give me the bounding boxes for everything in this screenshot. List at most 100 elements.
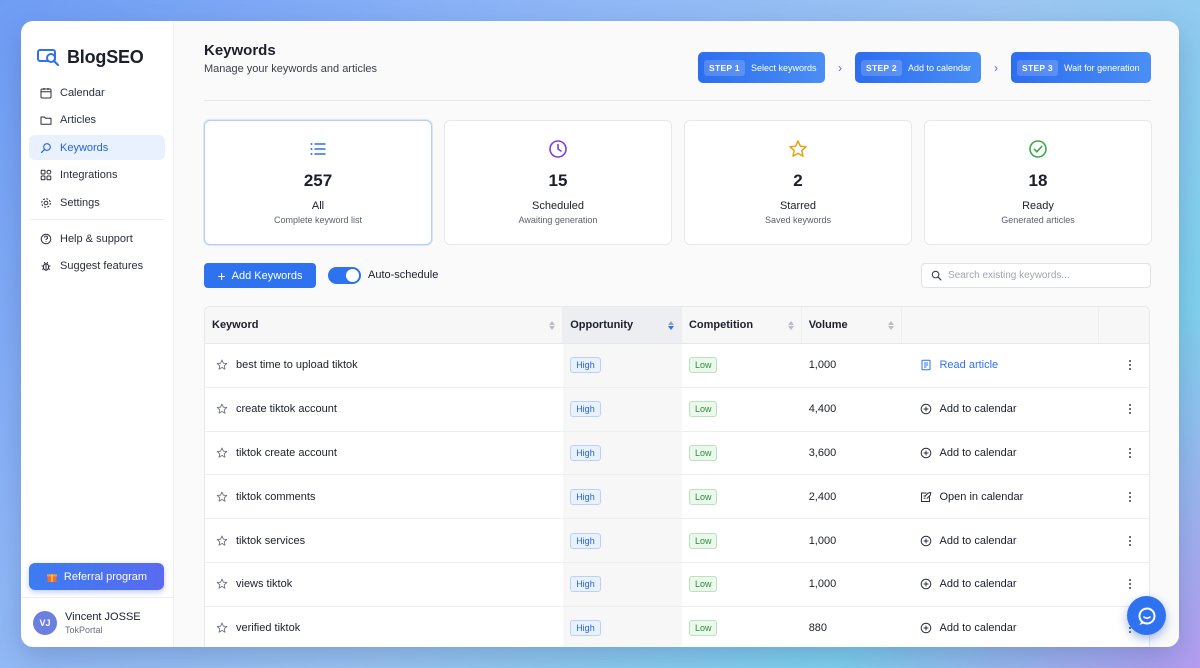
star-icon[interactable] xyxy=(216,535,228,547)
table-row[interactable]: views tiktok High Low 1,000 Add to calendar xyxy=(205,562,1149,607)
sidebar-item-label: Help & support xyxy=(60,232,133,245)
card-label: Ready xyxy=(1022,200,1054,212)
sort-icon xyxy=(887,320,894,330)
row-menu-button[interactable] xyxy=(1099,475,1149,518)
table-row[interactable]: best time to upload tiktok High Low 1,000 Re… xyxy=(205,344,1149,388)
star-icon[interactable] xyxy=(216,403,228,415)
sidebar-item-calendar[interactable]: Calendar xyxy=(29,80,165,105)
action-cell: Read article xyxy=(901,344,1099,387)
competition-badge: Low xyxy=(688,620,718,637)
sidebar-item-label: Integrations xyxy=(60,169,118,182)
star-icon[interactable] xyxy=(216,447,228,459)
referral-program-button[interactable]: Referral program xyxy=(29,563,164,590)
sidebar-item-settings[interactable]: Settings xyxy=(29,190,165,215)
row-menu-button[interactable] xyxy=(1099,519,1149,562)
more-vertical-icon xyxy=(1128,579,1131,590)
search-input[interactable] xyxy=(948,270,1138,281)
column-header-keyword[interactable]: Keyword xyxy=(205,307,564,343)
table-row[interactable]: tiktok comments High Low 2,400 Open in calen… xyxy=(205,475,1149,520)
volume-cell: 4,400 xyxy=(808,403,837,416)
card-all[interactable]: 257 All Complete keyword list xyxy=(204,120,432,245)
opportunity-badge: High xyxy=(570,401,601,418)
keyword-text: tiktok create account xyxy=(236,446,337,459)
opportunity-badge: High xyxy=(570,620,601,637)
competition-badge: Low xyxy=(688,401,718,418)
opportunity-cell: High xyxy=(563,606,682,647)
open-in-calendar-button[interactable]: Open in calendar xyxy=(908,491,1023,503)
star-icon[interactable] xyxy=(216,359,228,371)
steps-indicator: STEP 1 Select keywords › STEP 2 Add to c… xyxy=(698,52,1151,83)
logo[interactable]: BlogSEO xyxy=(21,21,173,76)
opportunity-cell: High xyxy=(563,562,682,606)
column-header-action xyxy=(902,307,1100,343)
step-2[interactable]: STEP 2 Add to calendar xyxy=(855,52,981,83)
star-icon[interactable] xyxy=(216,491,228,503)
action-cell: Add to calendar xyxy=(901,563,1099,606)
add-to-calendar-button[interactable]: Add to calendar xyxy=(908,403,1017,415)
chat-button[interactable] xyxy=(1127,596,1166,635)
add-to-calendar-button[interactable]: Add to calendar xyxy=(908,578,1017,590)
add-to-calendar-button[interactable]: Add to calendar xyxy=(908,534,1017,547)
table-row[interactable]: verified tiktok High Low 880 Add to calendar xyxy=(205,606,1149,647)
auto-schedule-label: Auto-schedule xyxy=(368,269,439,281)
chevron-right-icon: › xyxy=(838,60,842,75)
sort-icon xyxy=(787,320,794,330)
gear-icon xyxy=(41,198,51,208)
column-header-competition[interactable]: Competition xyxy=(682,307,802,343)
sidebar-item-help[interactable]: Help & support xyxy=(29,226,165,251)
add-keywords-button[interactable]: + Add Keywords xyxy=(204,263,316,288)
add-to-calendar-button[interactable]: Add to calendar xyxy=(908,622,1017,634)
auto-schedule-toggle[interactable] xyxy=(328,267,361,284)
action-cell: Add to calendar xyxy=(901,432,1099,475)
table-header: Keyword Opportunity Competition Volume xyxy=(205,307,1149,344)
sidebar-item-keywords[interactable]: Keywords xyxy=(29,135,165,161)
competition-badge: Low xyxy=(688,444,718,461)
add-to-calendar-button[interactable]: Add to calendar xyxy=(908,447,1017,459)
check-circle-icon xyxy=(1029,140,1047,158)
sidebar-item-label: Calendar xyxy=(60,86,105,99)
table-row[interactable]: create tiktok account High Low 4,400 Add to … xyxy=(205,387,1149,432)
column-header-volume[interactable]: Volume xyxy=(802,307,902,343)
sidebar-item-integrations[interactable]: Integrations xyxy=(29,163,165,188)
sidebar-item-suggest[interactable]: Suggest features xyxy=(29,254,165,279)
volume-cell: 1,000 xyxy=(808,578,837,591)
row-menu-button[interactable] xyxy=(1099,432,1149,475)
keyword-search xyxy=(921,263,1151,288)
keyword-text: create tiktok account xyxy=(236,403,337,416)
card-label: Starred xyxy=(779,200,817,212)
competition-cell: Low xyxy=(682,519,802,562)
bug-icon xyxy=(41,262,51,272)
table-row[interactable]: tiktok services High Low 1,000 Add to calend… xyxy=(205,519,1149,563)
opportunity-cell: High xyxy=(563,475,682,519)
step-3[interactable]: STEP 3 Wait for generation xyxy=(1011,52,1151,83)
keyword-cell: best time to upload tiktok xyxy=(205,344,563,387)
opportunity-badge: High xyxy=(570,576,601,593)
table-row[interactable]: tiktok create account High Low 3,600 Add to … xyxy=(205,431,1149,476)
card-scheduled[interactable]: 15 Scheduled Awaiting generation xyxy=(444,120,672,245)
sort-icon xyxy=(667,320,674,330)
column-label: Keyword xyxy=(212,319,259,331)
main-content: Keywords Manage your keywords and articl… xyxy=(174,21,1179,647)
star-icon[interactable] xyxy=(216,622,228,634)
action-label: Add to calendar xyxy=(939,534,1017,547)
action-cell: Open in calendar xyxy=(901,475,1099,518)
row-menu-button[interactable] xyxy=(1099,344,1149,387)
competition-cell: Low xyxy=(682,388,802,431)
star-icon[interactable] xyxy=(216,578,228,590)
step-1[interactable]: STEP 1 Select keywords xyxy=(698,52,825,83)
keyword-text: best time to upload tiktok xyxy=(236,359,358,372)
card-ready[interactable]: 18 Ready Generated articles xyxy=(924,120,1152,245)
column-header-opportunity[interactable]: Opportunity xyxy=(563,307,682,343)
competition-cell: Low xyxy=(682,432,802,475)
card-starred[interactable]: 2 Starred Saved keywords xyxy=(684,120,912,245)
competition-badge: Low xyxy=(688,488,718,505)
sidebar-item-articles[interactable]: Articles xyxy=(29,108,165,133)
competition-cell: Low xyxy=(682,607,802,647)
user-profile[interactable]: VJ Vincent JOSSE TokPortal xyxy=(21,597,174,647)
row-menu-button[interactable] xyxy=(1099,388,1149,431)
column-label: Volume xyxy=(808,319,848,331)
app-window: BlogSEO Calendar Articles Keywords Integ… xyxy=(21,21,1179,647)
row-menu-button[interactable] xyxy=(1099,563,1149,606)
card-count: 18 xyxy=(1028,171,1048,190)
read-article-button[interactable]: Read article xyxy=(908,359,998,371)
